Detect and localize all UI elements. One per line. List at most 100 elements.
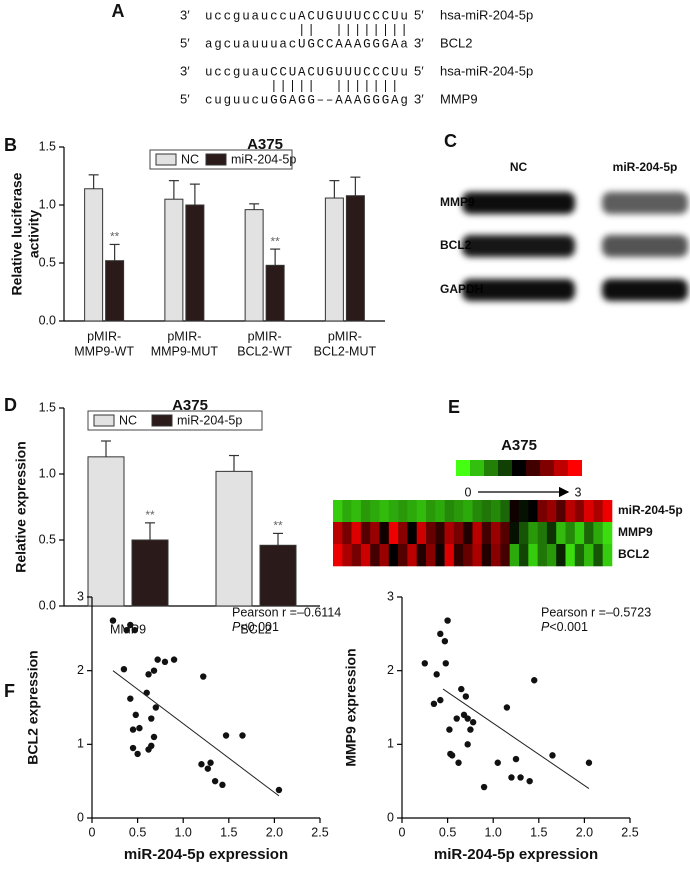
colorbar-swatch bbox=[568, 460, 582, 476]
point bbox=[447, 750, 454, 758]
heat-cell bbox=[360, 500, 371, 523]
point bbox=[134, 750, 141, 758]
bar bbox=[215, 470, 253, 607]
heat-cell bbox=[342, 500, 352, 523]
chart-title: A375 bbox=[172, 397, 208, 414]
strand-end: 3′ bbox=[180, 7, 190, 22]
point bbox=[437, 696, 444, 704]
heat-cell bbox=[398, 522, 408, 545]
row-label: MMP9 bbox=[618, 525, 653, 539]
pairing-bars: || |||||||| bbox=[205, 23, 410, 37]
heat-cell bbox=[519, 522, 529, 545]
point bbox=[129, 726, 137, 733]
colorbar-swatch bbox=[484, 460, 498, 476]
x-tick-label: 1.5 bbox=[220, 825, 237, 839]
heat-cell bbox=[556, 544, 566, 567]
heat-cell bbox=[388, 522, 399, 545]
heat-cell bbox=[426, 522, 436, 545]
lane-label: miR-204-5p bbox=[613, 160, 678, 174]
blot-band bbox=[602, 235, 688, 257]
heat-cell bbox=[342, 544, 352, 567]
chart-title: A375 bbox=[247, 136, 283, 153]
heat-cell bbox=[500, 544, 510, 567]
heat-cell bbox=[379, 522, 390, 545]
heat-cell bbox=[528, 522, 538, 545]
point bbox=[207, 759, 214, 766]
y-axis-title: MMP9 expression bbox=[343, 648, 359, 766]
point bbox=[469, 719, 477, 726]
panel-label: B bbox=[4, 135, 17, 155]
point bbox=[148, 715, 155, 722]
heat-cell bbox=[351, 544, 362, 567]
x-tick-label: pMIR-BCL2-WT bbox=[237, 330, 292, 359]
x-tick-label: 2.0 bbox=[576, 825, 593, 839]
significance: ** bbox=[273, 519, 283, 533]
heat-cell bbox=[398, 500, 408, 523]
blot-band bbox=[462, 235, 575, 257]
x-tick-label: pMIR-MMP9-MUT bbox=[151, 330, 219, 359]
heat-cell bbox=[491, 522, 501, 545]
x-tick-label: 2.5 bbox=[621, 825, 638, 839]
colorbar-swatch bbox=[470, 460, 484, 476]
colorbar-label: 3 bbox=[575, 485, 582, 499]
point bbox=[446, 726, 453, 733]
x-tick-label: 0.5 bbox=[439, 825, 456, 839]
y-tick-label: 1.5 bbox=[39, 139, 56, 153]
row-label: BCL2 bbox=[618, 547, 650, 561]
point bbox=[464, 715, 471, 722]
x-tick-label: 0 bbox=[399, 825, 406, 839]
heat-cell bbox=[593, 544, 603, 567]
heat-cell bbox=[426, 500, 436, 523]
y-axis-title: Relative expression bbox=[13, 441, 29, 573]
heat-cell bbox=[416, 522, 427, 545]
heat-cell bbox=[574, 544, 585, 567]
point bbox=[131, 626, 139, 634]
heat-cell bbox=[574, 500, 585, 523]
point bbox=[531, 677, 538, 684]
point bbox=[120, 665, 128, 673]
heat-cell bbox=[519, 544, 529, 567]
significance: ** bbox=[270, 234, 280, 248]
heat-cell bbox=[574, 522, 585, 545]
legend-label: miR-204-5p bbox=[177, 413, 242, 427]
heat-cell bbox=[333, 522, 343, 545]
legend-swatch bbox=[155, 153, 177, 166]
point bbox=[437, 630, 444, 638]
heat-cell bbox=[546, 544, 557, 567]
heat-cell bbox=[556, 522, 566, 545]
sequence-name: hsa-miR-204-5p bbox=[440, 7, 533, 22]
bar bbox=[244, 209, 264, 322]
heat-cell bbox=[491, 500, 501, 523]
heat-cell bbox=[593, 522, 603, 545]
legend-swatch bbox=[93, 414, 115, 427]
heat-cell bbox=[444, 544, 455, 567]
strand-end: 3′ bbox=[414, 91, 424, 106]
point bbox=[211, 777, 219, 785]
heat-cell bbox=[537, 522, 548, 545]
bar bbox=[164, 198, 184, 322]
point bbox=[222, 732, 230, 739]
heat-cell bbox=[435, 500, 445, 523]
point bbox=[161, 658, 169, 666]
heat-cell bbox=[528, 500, 538, 523]
colorbar-swatch bbox=[554, 460, 568, 476]
point bbox=[204, 765, 212, 772]
heat-cell bbox=[565, 522, 576, 545]
heat-cell bbox=[602, 522, 613, 545]
y-tick-label: 1.0 bbox=[39, 466, 56, 480]
bar bbox=[87, 456, 125, 607]
point bbox=[458, 685, 465, 693]
bar bbox=[84, 188, 104, 322]
point bbox=[200, 673, 207, 680]
bar bbox=[324, 197, 344, 322]
y-axis-title: Relative luciferaseactivity bbox=[8, 172, 41, 295]
legend-swatch bbox=[205, 153, 227, 166]
heat-cell bbox=[333, 544, 343, 567]
x-axis-title: miR-204-5p expression bbox=[124, 846, 288, 863]
heat-cell bbox=[379, 544, 390, 567]
bar bbox=[105, 260, 125, 322]
heat-cell bbox=[593, 500, 603, 523]
heat-cell bbox=[453, 500, 464, 523]
heat-cell bbox=[444, 500, 455, 523]
